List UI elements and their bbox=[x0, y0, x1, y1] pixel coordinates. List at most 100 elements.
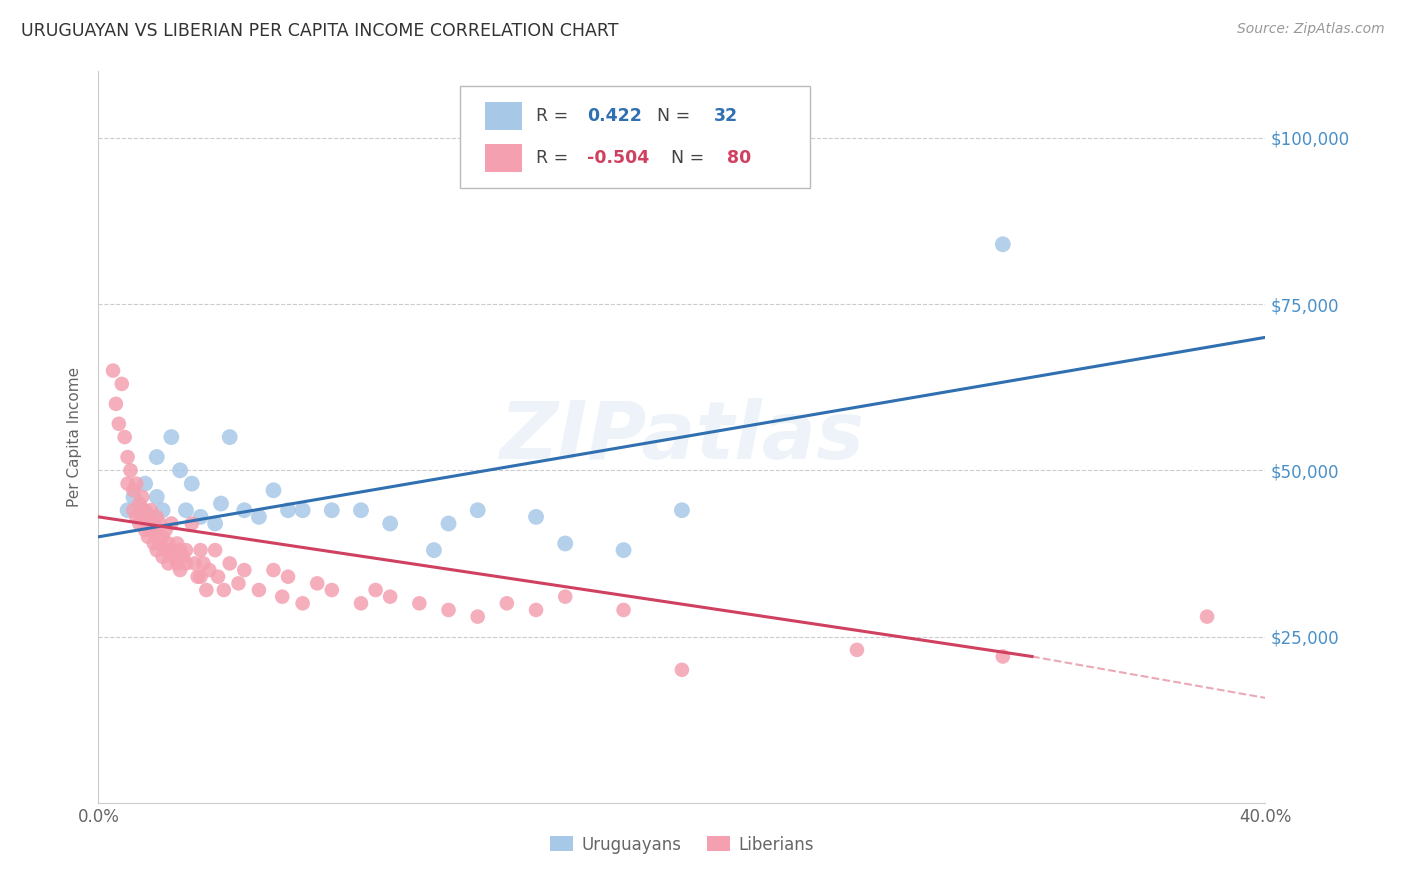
Point bbox=[139, 523, 162, 537]
Point bbox=[128, 516, 150, 531]
Text: 0.422: 0.422 bbox=[588, 107, 643, 125]
Point bbox=[321, 503, 343, 517]
Point bbox=[146, 450, 169, 464]
Point bbox=[190, 543, 212, 558]
Point bbox=[291, 596, 314, 610]
Point bbox=[218, 557, 240, 571]
Point bbox=[169, 563, 191, 577]
Point bbox=[117, 476, 139, 491]
Text: -0.504: -0.504 bbox=[588, 149, 650, 167]
Point bbox=[174, 543, 197, 558]
Point bbox=[187, 570, 209, 584]
Point bbox=[146, 509, 169, 524]
Point bbox=[204, 543, 226, 558]
Point bbox=[136, 509, 159, 524]
Point bbox=[554, 536, 576, 550]
Point bbox=[128, 497, 150, 511]
Point bbox=[166, 557, 188, 571]
Point bbox=[228, 576, 250, 591]
Point bbox=[152, 503, 174, 517]
Point bbox=[131, 490, 153, 504]
Point bbox=[437, 516, 460, 531]
Point bbox=[195, 582, 218, 597]
Point bbox=[198, 563, 221, 577]
Text: R =: R = bbox=[536, 107, 574, 125]
Point bbox=[160, 430, 183, 444]
Point bbox=[160, 543, 183, 558]
Point bbox=[193, 557, 215, 571]
Point bbox=[467, 503, 489, 517]
Point bbox=[136, 530, 159, 544]
Text: 80: 80 bbox=[727, 149, 752, 167]
Point bbox=[437, 603, 460, 617]
Text: 32: 32 bbox=[713, 107, 738, 125]
Point bbox=[291, 503, 314, 517]
Point bbox=[146, 543, 169, 558]
FancyBboxPatch shape bbox=[485, 145, 522, 172]
Point bbox=[157, 557, 180, 571]
Point bbox=[307, 576, 329, 591]
Point bbox=[247, 509, 270, 524]
Text: R =: R = bbox=[536, 149, 574, 167]
Text: N =: N = bbox=[672, 149, 710, 167]
Point bbox=[169, 543, 191, 558]
Point bbox=[174, 557, 197, 571]
Point bbox=[134, 523, 156, 537]
Point bbox=[122, 503, 145, 517]
Point bbox=[169, 463, 191, 477]
Point bbox=[180, 476, 202, 491]
Point bbox=[321, 582, 343, 597]
Point bbox=[152, 549, 174, 564]
Point bbox=[125, 509, 148, 524]
Point bbox=[262, 483, 284, 498]
Point bbox=[155, 543, 177, 558]
Point bbox=[120, 463, 142, 477]
Point bbox=[139, 503, 162, 517]
Point bbox=[180, 516, 202, 531]
Point bbox=[139, 509, 162, 524]
Point bbox=[233, 563, 256, 577]
Point bbox=[271, 590, 294, 604]
Point bbox=[496, 596, 519, 610]
Point bbox=[101, 363, 124, 377]
Point bbox=[104, 397, 127, 411]
Point bbox=[142, 516, 165, 531]
Point bbox=[612, 603, 634, 617]
Point bbox=[212, 582, 235, 597]
Point bbox=[209, 497, 232, 511]
Point bbox=[190, 509, 212, 524]
Point bbox=[554, 590, 576, 604]
Point bbox=[671, 663, 693, 677]
Point bbox=[247, 582, 270, 597]
Point bbox=[166, 536, 188, 550]
Point bbox=[134, 503, 156, 517]
Point bbox=[117, 450, 139, 464]
Point bbox=[117, 503, 139, 517]
Point bbox=[612, 543, 634, 558]
Point bbox=[122, 490, 145, 504]
Point bbox=[149, 516, 172, 531]
Point bbox=[524, 603, 547, 617]
Text: Source: ZipAtlas.com: Source: ZipAtlas.com bbox=[1237, 22, 1385, 37]
Text: URUGUAYAN VS LIBERIAN PER CAPITA INCOME CORRELATION CHART: URUGUAYAN VS LIBERIAN PER CAPITA INCOME … bbox=[21, 22, 619, 40]
Point bbox=[218, 430, 240, 444]
Point bbox=[423, 543, 446, 558]
Point bbox=[183, 557, 205, 571]
Point bbox=[155, 523, 177, 537]
Point bbox=[380, 590, 402, 604]
Point bbox=[157, 536, 180, 550]
Point bbox=[846, 643, 869, 657]
Point bbox=[142, 536, 165, 550]
Point bbox=[1195, 609, 1218, 624]
Point bbox=[134, 476, 156, 491]
Text: ZIPatlas: ZIPatlas bbox=[499, 398, 865, 476]
Point bbox=[991, 237, 1014, 252]
Point bbox=[204, 516, 226, 531]
Point bbox=[111, 376, 134, 391]
Point bbox=[207, 570, 229, 584]
Point bbox=[122, 483, 145, 498]
FancyBboxPatch shape bbox=[485, 103, 522, 130]
Point bbox=[125, 476, 148, 491]
Point bbox=[350, 503, 373, 517]
Point bbox=[524, 509, 547, 524]
